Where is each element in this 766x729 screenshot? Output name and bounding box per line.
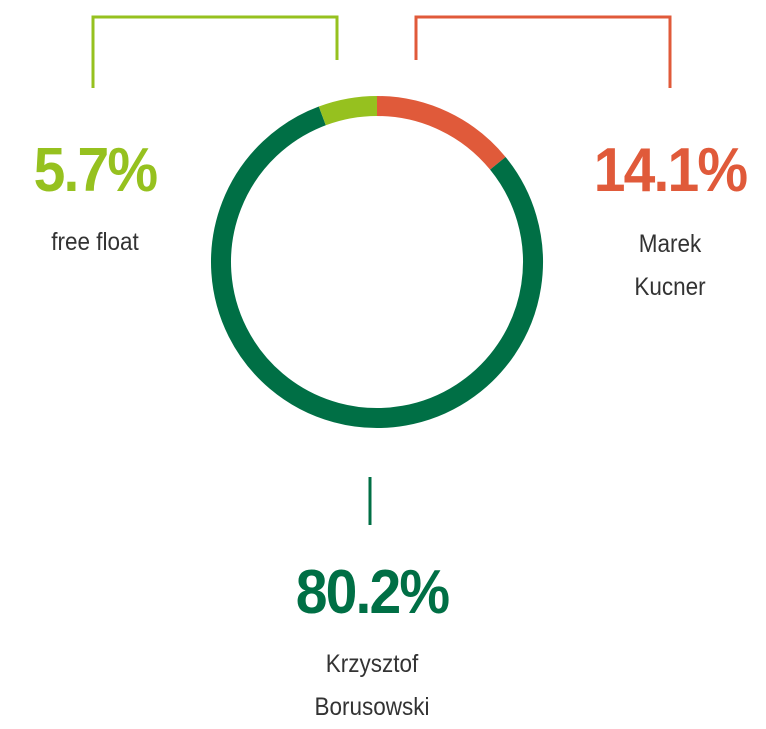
value-label: 5.7% [33,136,159,205]
category-label: Krzysztof Borusowski [314,650,430,721]
donut-segment [376,96,506,170]
donut-segment [318,96,378,126]
bracket [91,15,339,88]
category-label: free float [51,228,139,256]
donut-segment [211,106,543,428]
value-label: 14.1% [593,136,748,205]
bracket [414,15,672,88]
category-label: Marek Kucner [634,230,706,301]
value-label: 80.2% [295,558,450,627]
